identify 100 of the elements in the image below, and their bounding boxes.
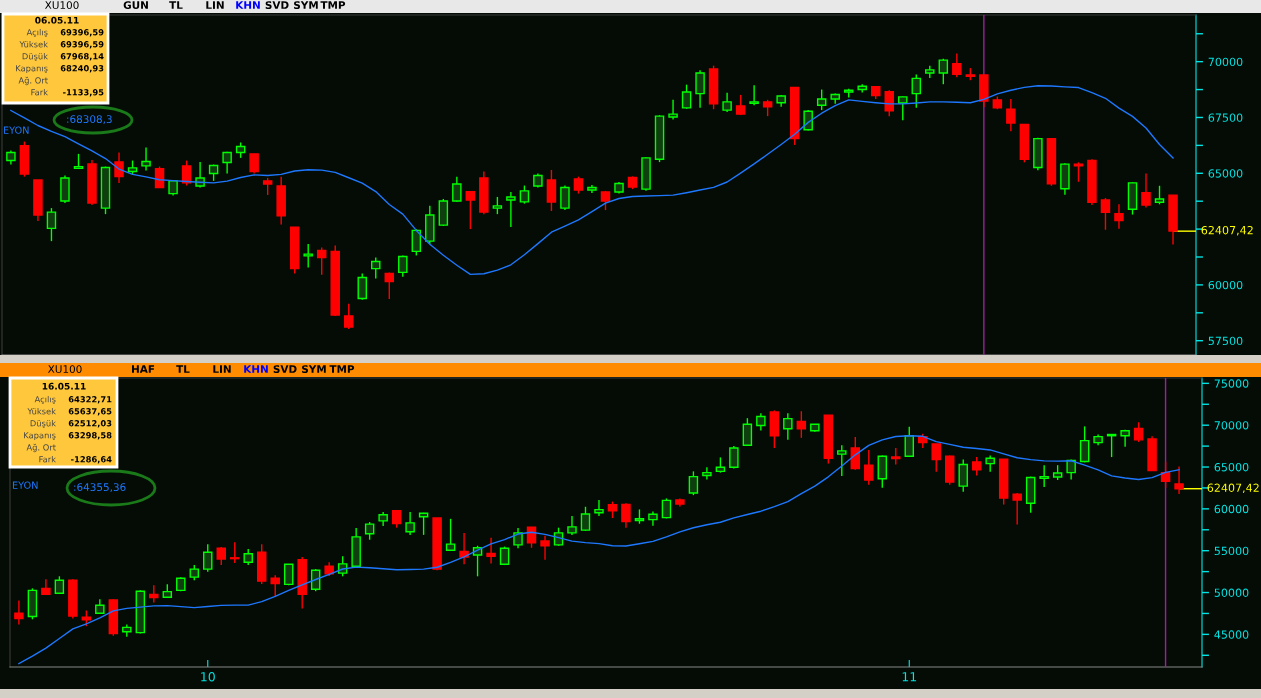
- annotation: Kapanış: [24, 432, 56, 441]
- candlestick: [181, 159, 192, 187]
- annotation: Fark: [31, 88, 48, 96]
- candlestick: [452, 175, 462, 203]
- candlestick: [398, 254, 408, 278]
- annotation: 63298,58: [68, 432, 112, 440]
- candlestick: [594, 499, 604, 517]
- text: SYM: [294, 1, 318, 10]
- candlestick: [1039, 464, 1049, 488]
- candlestick: [1114, 203, 1124, 230]
- candlestick: [783, 412, 793, 441]
- candlestick: [769, 409, 780, 449]
- annotation: Açılış: [26, 28, 48, 37]
- candlestick: [1100, 197, 1111, 231]
- candlestick: [958, 458, 968, 493]
- candlestick: [877, 454, 888, 489]
- candlestick: [938, 58, 949, 85]
- text: SYM: [302, 365, 326, 374]
- y-tick-label: 60000: [1214, 504, 1249, 514]
- candlestick: [567, 515, 577, 536]
- annotation: Açılış: [34, 395, 56, 404]
- series-label: EYON: [3, 126, 29, 134]
- y-tick-label: 67500: [1208, 113, 1243, 122]
- y-tick-label: 50000: [1214, 588, 1249, 597]
- annotation: -1286,64: [71, 456, 112, 464]
- text: LIN: [206, 1, 224, 9]
- candlestick: [506, 191, 516, 228]
- candlestick: [519, 184, 530, 205]
- candlestick: [60, 174, 70, 204]
- candlestick: [445, 518, 456, 552]
- candlestick: [203, 543, 213, 573]
- candlestick: [695, 69, 705, 109]
- text: SVD: [273, 365, 297, 374]
- candlestick: [405, 511, 415, 536]
- candlestick: [14, 599, 24, 626]
- candlestick: [702, 466, 712, 481]
- y-tick-label: 57500: [1208, 336, 1243, 346]
- text: TMP: [320, 1, 346, 9]
- annotation: 68240,93: [60, 65, 104, 73]
- y-tick-label: 75000: [1214, 379, 1249, 388]
- candlestick: [648, 510, 658, 527]
- candlestick: [952, 52, 962, 78]
- annotation: 62512,03: [68, 420, 112, 428]
- candlestick: [688, 470, 699, 496]
- candlestick: [384, 271, 395, 300]
- candlestick: [621, 502, 631, 529]
- annotation: :68308,3: [67, 115, 112, 125]
- annotation: Fark: [39, 455, 56, 463]
- candlestick: [316, 246, 327, 276]
- annotation: 69396,59: [60, 41, 104, 49]
- y-tick-label: 65000: [1208, 169, 1243, 178]
- x-tick-label: 10: [201, 672, 215, 682]
- text: GUN: [123, 1, 148, 10]
- candlestick: [931, 443, 941, 473]
- candlestick: [837, 444, 847, 477]
- candlestick: [1079, 425, 1090, 464]
- candlestick: [742, 417, 753, 447]
- annotation: Düşük: [22, 52, 48, 61]
- candlestick: [357, 272, 368, 301]
- x-tick-label: 11: [902, 672, 917, 682]
- annotation: 65637,65: [68, 408, 112, 416]
- y-tick-label: 45000: [1214, 630, 1249, 639]
- candlestick: [816, 88, 827, 111]
- y-tick-label: 70000: [1214, 421, 1249, 430]
- candlestick: [513, 527, 523, 549]
- candlestick: [546, 169, 557, 212]
- candlestick: [1154, 185, 1165, 206]
- candlestick: [749, 84, 759, 106]
- candlestick: [141, 146, 151, 172]
- candlestick: [371, 256, 381, 280]
- text: EYON: [12, 481, 38, 489]
- text: TL: [176, 365, 190, 373]
- chart-title: XU100: [47, 365, 82, 374]
- candlestick: [1006, 98, 1016, 133]
- annotation: Yüksek: [27, 407, 56, 415]
- candlestick: [149, 584, 159, 604]
- text: HAF: [132, 365, 155, 373]
- candlestick: [560, 184, 570, 211]
- candlestick: [729, 445, 739, 470]
- candlestick: [911, 73, 922, 109]
- candlestick: [722, 91, 732, 113]
- candlestick: [668, 99, 678, 121]
- candlestick: [249, 153, 259, 175]
- y-tick-label: 70000: [1208, 57, 1243, 67]
- annotation: 64322,71: [68, 396, 112, 404]
- candlestick: [540, 535, 550, 561]
- candlestick: [46, 207, 57, 242]
- candlestick: [1012, 492, 1022, 526]
- candlestick: [864, 449, 874, 486]
- annotation: Ağ. Ort: [18, 76, 48, 86]
- candlestick: [486, 537, 496, 565]
- candlestick: [270, 574, 280, 598]
- chart-title: XU100: [44, 1, 79, 10]
- y-tick-label: 65000: [1214, 463, 1249, 472]
- candlestick: [465, 190, 476, 230]
- text: LIN: [213, 365, 231, 373]
- text: TL: [169, 1, 183, 9]
- candlestick: [971, 456, 982, 477]
- candlestick: [1073, 161, 1084, 183]
- annotation: :64355,36: [74, 483, 126, 493]
